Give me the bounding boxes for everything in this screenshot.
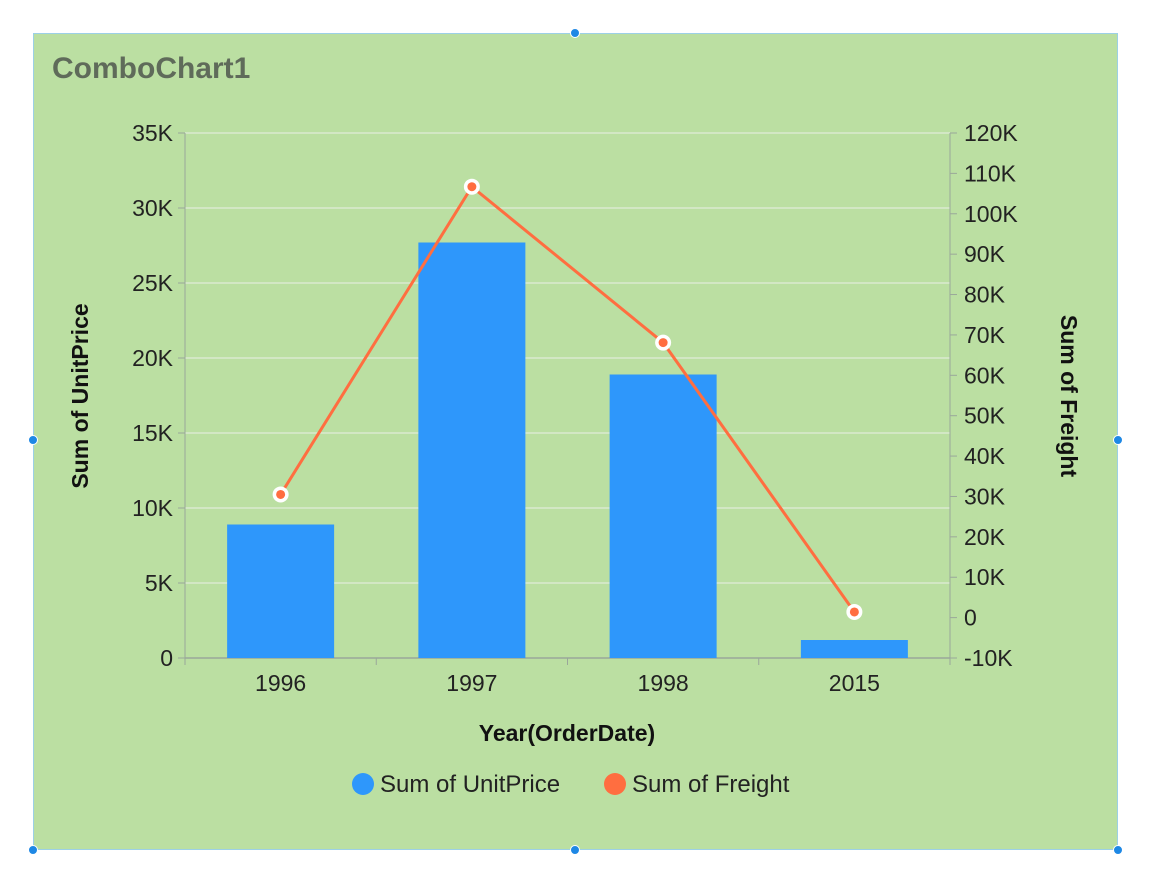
y2-tick-label: 40K xyxy=(964,443,1006,469)
y-axis-title: Sum of UnitPrice xyxy=(67,303,93,488)
y2-tick-label: 20K xyxy=(964,524,1006,550)
point-1997[interactable] xyxy=(467,182,477,192)
bar-series xyxy=(227,242,908,659)
y2-tick-label: 80K xyxy=(964,282,1006,308)
gridlines xyxy=(185,132,950,584)
y2-axis-title: Sum of Freight xyxy=(1056,315,1082,478)
y2-tick-label: 10K xyxy=(964,564,1006,590)
bar-1996[interactable] xyxy=(227,524,335,659)
y-tick-label: 35K xyxy=(132,120,174,146)
freight-line xyxy=(279,184,856,613)
legend-marker-unitprice[interactable] xyxy=(352,773,374,795)
y2-tick-label: 70K xyxy=(964,322,1006,348)
legend-label-freight[interactable]: Sum of Freight xyxy=(632,771,790,798)
resize-handle-right[interactable] xyxy=(1113,435,1123,445)
resize-handle-left[interactable] xyxy=(28,435,38,445)
y2-tick-label: 100K xyxy=(964,201,1018,227)
x-tick-label: 1996 xyxy=(255,670,306,696)
resize-handle-top[interactable] xyxy=(570,28,580,38)
bar-1997[interactable] xyxy=(418,242,526,659)
y2-tick-label: 50K xyxy=(964,403,1006,429)
legend-marker-freight[interactable] xyxy=(604,773,626,795)
y-tick-label: 10K xyxy=(132,495,174,521)
line-series xyxy=(272,178,863,620)
point-2015[interactable] xyxy=(849,607,859,617)
y2-tick-label: 110K xyxy=(964,160,1017,186)
resize-handle-bottom-right[interactable] xyxy=(1113,845,1123,855)
legend: Sum of UnitPrice Sum of Freight xyxy=(352,771,790,798)
chart-widget[interactable] xyxy=(33,33,1118,850)
y2-tick-label: 30K xyxy=(964,483,1006,509)
legend-label-unitprice[interactable]: Sum of UnitPrice xyxy=(380,771,560,798)
point-1996[interactable] xyxy=(276,489,286,499)
y2-tick-label: 90K xyxy=(964,241,1006,267)
point-1998[interactable] xyxy=(658,338,668,348)
bar-1998[interactable] xyxy=(609,374,717,659)
x-tick-label: 1997 xyxy=(446,670,497,696)
y-tick-label: 0 xyxy=(160,645,173,671)
y2-tick-label: -10K xyxy=(964,645,1013,671)
y-tick-label: 5K xyxy=(145,570,174,596)
y-tick-label: 30K xyxy=(132,195,174,221)
y-tick-label: 25K xyxy=(132,270,174,296)
axes: 0 5K 10K 15K 20K 25K 30K 35K -10K 0 10K 20K 30K 40K 50… xyxy=(132,120,1018,696)
y-tick-label: 15K xyxy=(132,420,174,446)
resize-handle-bottom-left[interactable] xyxy=(28,845,38,855)
resize-handle-bottom[interactable] xyxy=(570,845,580,855)
y2-tick-label: 60K xyxy=(964,362,1006,388)
x-axis-title: Year(OrderDate) xyxy=(479,720,655,746)
y2-tick-label: 120K xyxy=(964,120,1018,146)
y2-tick-label: 0 xyxy=(964,605,977,631)
y-tick-label: 20K xyxy=(132,345,174,371)
x-tick-label: 1998 xyxy=(638,670,689,696)
x-tick-label: 2015 xyxy=(829,670,880,696)
bar-2015[interactable] xyxy=(800,640,908,658)
chart-title: ComboChart1 xyxy=(52,52,251,85)
